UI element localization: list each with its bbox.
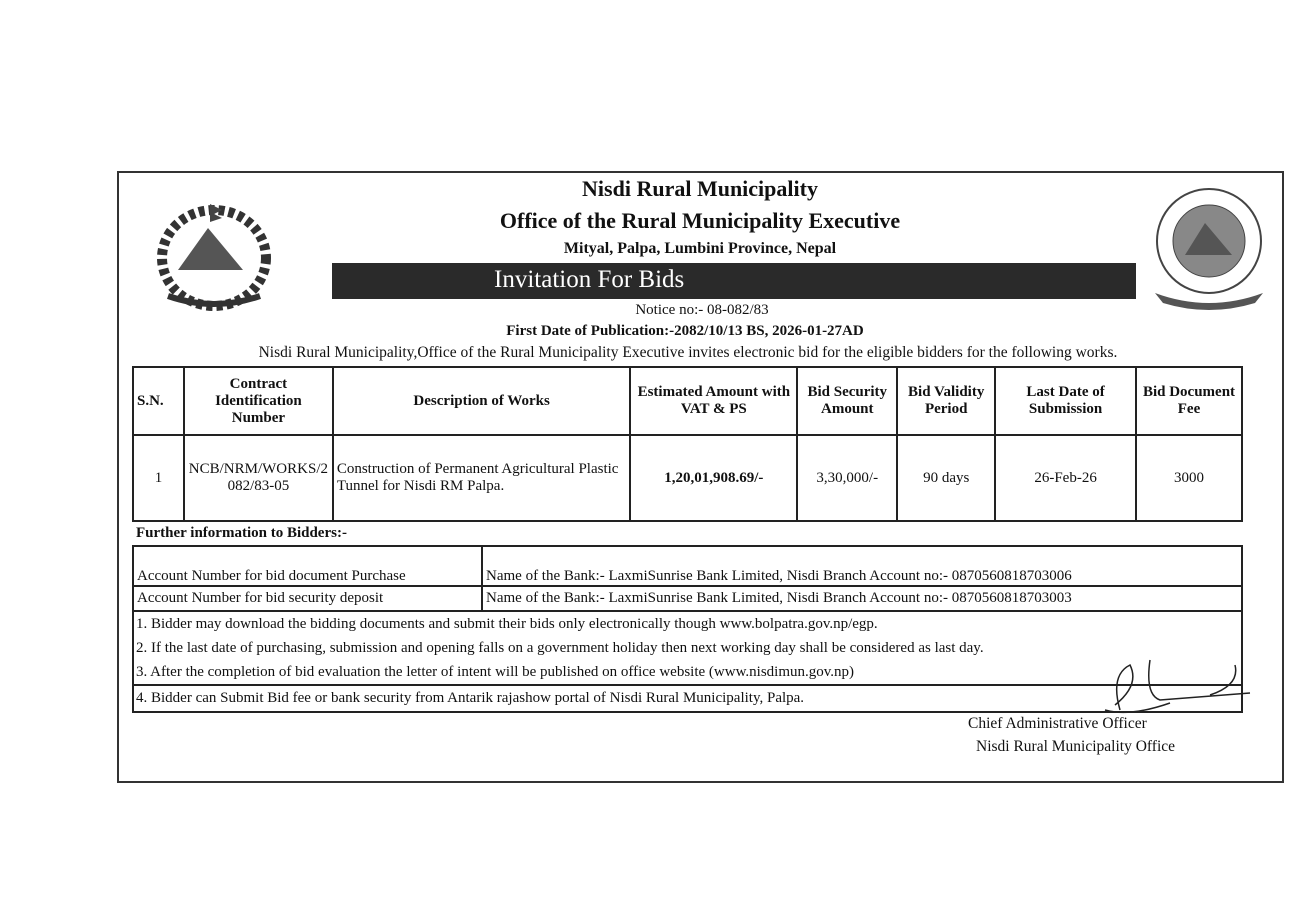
cell-last-date: 26-Feb-26 [994, 434, 1138, 522]
account-label: Account Number for bid document Purchase [132, 545, 483, 587]
note: 4. Bidder can Submit Bid fee or bank sec… [132, 684, 1243, 713]
account-value: Name of the Bank:- LaxmiSunrise Bank Lim… [481, 585, 1243, 612]
signatory-title: Chief Administrative Officer [968, 715, 1147, 732]
cell-sn: 1 [132, 434, 185, 522]
banner: Invitation For Bids [332, 263, 1136, 299]
header-cell: Bid Security Amount [796, 366, 899, 436]
header-cell: Contract Identification Number [182, 366, 334, 436]
header-cell: Last Date of Submission [994, 366, 1138, 436]
account-row: Account Number for bid security deposit … [132, 585, 1243, 612]
office-name: Office of the Rural Municipality Executi… [499, 208, 901, 233]
bids-table: S.N. Contract Identification Number Desc… [132, 366, 1243, 522]
table-row: 1 NCB/NRM/WORKS/2082/83-05 Construction … [132, 434, 1243, 522]
cell-validity: 90 days [896, 434, 997, 522]
account-label: Account Number for bid security deposit [132, 585, 483, 612]
header-cell: S.N. [132, 366, 185, 436]
table-header-row: S.N. Contract Identification Number Desc… [132, 366, 1243, 436]
note: 3. After the completion of bid evaluatio… [136, 664, 855, 680]
cell-estimated-amount: 1,20,01,908.69/- [629, 434, 799, 522]
municipality-seal-logo [1155, 188, 1263, 310]
notice-frame [117, 171, 1284, 783]
account-value: Name of the Bank:- LaxmiSunrise Bank Lim… [481, 545, 1243, 587]
address: Mityal, Palpa, Lumbini Province, Nepal [563, 240, 837, 257]
note: 1. Bidder may download the bidding docum… [136, 616, 878, 632]
org-name: Nisdi Rural Municipality [582, 176, 818, 201]
cell-fee: 3000 [1135, 434, 1243, 522]
notes-row: 4. Bidder can Submit Bid fee or bank sec… [132, 684, 1243, 713]
publication-date: First Date of Publication:-2082/10/13 BS… [506, 323, 864, 339]
further-info-table: Account Number for bid document Purchase… [132, 545, 1243, 713]
signature-image [1104, 659, 1251, 714]
cell-bid-security: 3,30,000/- [796, 434, 899, 522]
header-cell: Bid Document Fee [1135, 366, 1243, 436]
header-cell: Bid Validity Period [896, 366, 997, 436]
header-cell: Description of Works [331, 366, 632, 436]
intro-text: Nisdi Rural Municipality,Office of the R… [258, 344, 1118, 361]
cell-contract-id: NCB/NRM/WORKS/2082/83-05 [182, 434, 334, 522]
note: 2. If the last date of purchasing, submi… [136, 640, 984, 656]
notes-row: 1. Bidder may download the bidding docum… [132, 610, 1243, 686]
cell-description: Construction of Permanent Agricultural P… [331, 434, 632, 522]
header-cell: Estimated Amount with VAT & PS [629, 366, 799, 436]
signatory-office: Nisdi Rural Municipality Office [976, 738, 1176, 755]
banner-title: Invitation For Bids [494, 266, 685, 293]
notice-number: Notice no:- 08-082/83 [635, 302, 769, 318]
nepal-emblem-logo [157, 204, 271, 311]
further-info-title: Further information to Bidders:- [136, 525, 347, 541]
account-row: Account Number for bid document Purchase… [132, 545, 1243, 587]
